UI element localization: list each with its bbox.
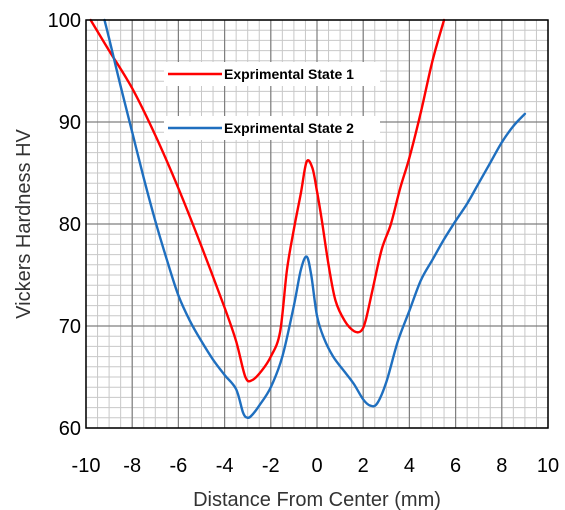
x-tick-label: -8	[123, 455, 141, 477]
x-tick-label: 10	[537, 455, 559, 477]
y-tick-labels: 60 70 80 90 100	[48, 10, 81, 440]
x-tick-labels: -10 -8 -6 -4 -2 0 2 4 6 8 10	[72, 455, 560, 477]
y-tick-label: 100	[48, 10, 81, 32]
y-axis-title: Vickers Hardness HV	[13, 128, 35, 318]
x-tick-label: 8	[496, 455, 507, 477]
legend: Exprimental State 1 Exprimental State 2	[164, 62, 380, 140]
y-tick-label: 80	[59, 214, 81, 236]
x-tick-label: 2	[358, 455, 369, 477]
series-line-exprimental-state-2	[103, 18, 527, 420]
series-layer	[89, 18, 527, 420]
y-tick-label: 70	[59, 316, 81, 338]
y-tick-label: 90	[59, 112, 81, 134]
x-tick-label: -6	[170, 455, 188, 477]
y-tick-label: 60	[59, 418, 81, 440]
x-tick-label: 4	[404, 455, 415, 477]
x-tick-label: -4	[216, 455, 234, 477]
x-tick-label: -10	[72, 455, 101, 477]
legend-label-exprimental-state-1: Exprimental State 1	[224, 66, 354, 82]
x-tick-label: 0	[311, 455, 322, 477]
plot-frame	[85, 19, 549, 429]
legend-label-exprimental-state-2: Exprimental State 2	[224, 120, 354, 136]
x-tick-label: 6	[450, 455, 461, 477]
x-axis-title: Distance From Center (mm)	[193, 489, 441, 510]
x-tick-label: -2	[262, 455, 280, 477]
series-line-exprimental-state-1	[89, 18, 446, 383]
